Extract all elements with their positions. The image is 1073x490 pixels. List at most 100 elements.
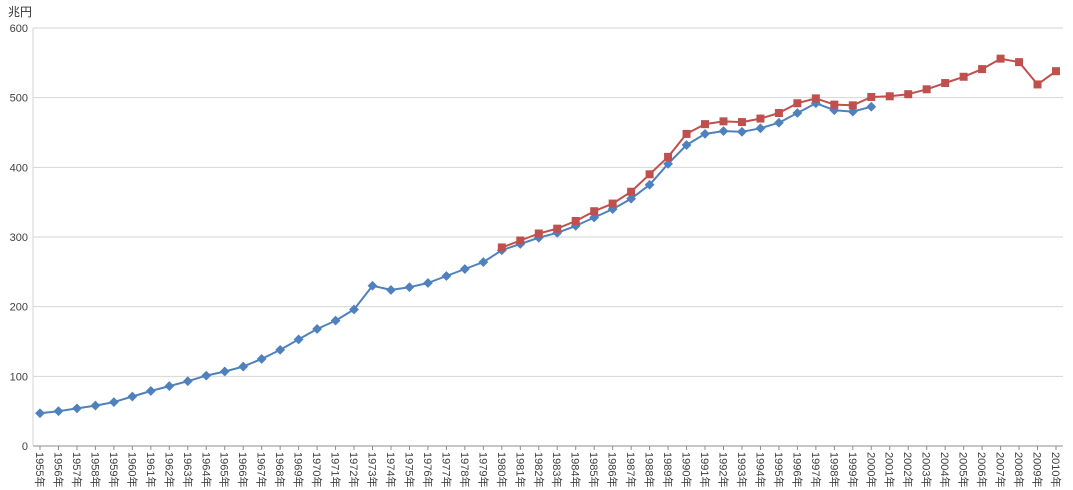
x-tick-label: 1998年: [827, 452, 841, 487]
x-tick-label: 1955年: [33, 452, 47, 487]
red-square-series-marker: [830, 100, 839, 109]
x-tick-label: 1962年: [162, 452, 176, 487]
red-square-series-marker: [885, 92, 894, 101]
x-tick-label: 1960年: [125, 452, 139, 487]
blue-diamond-series-marker: [201, 370, 212, 381]
blue-diamond-series-marker: [330, 315, 341, 326]
x-tick-label: 1976年: [421, 452, 435, 487]
x-tick-label: 1958年: [88, 452, 102, 487]
x-tick-label: 1959年: [107, 452, 121, 487]
x-tick-label: 1975年: [402, 452, 416, 487]
x-tick-label: 1982年: [532, 452, 546, 487]
red-square-series-marker: [1033, 80, 1042, 89]
x-tick-label: 1956年: [51, 452, 65, 487]
red-square-series-marker: [793, 99, 802, 108]
red-square-series-marker: [497, 243, 506, 252]
red-square-series-marker: [1052, 67, 1060, 76]
blue-diamond-series-marker: [774, 117, 784, 128]
x-tick-label: 1967年: [255, 452, 269, 487]
x-tick-label: 1984年: [569, 452, 583, 487]
red-square-series-marker: [627, 187, 636, 196]
x-tick-label: 1996年: [790, 452, 804, 487]
x-tick-label: 1963年: [181, 452, 195, 487]
y-tick-label: 300: [10, 232, 28, 244]
blue-diamond-series-marker: [644, 179, 655, 190]
red-square-series-marker: [719, 117, 728, 126]
x-tick-label: 2008年: [1012, 452, 1026, 487]
blue-diamond-series-marker: [238, 361, 249, 372]
x-tick-label: 1993年: [735, 452, 749, 487]
red-square-series-marker: [534, 229, 543, 238]
blue-diamond-series-marker: [478, 257, 489, 267]
blue-diamond-series-marker: [404, 282, 415, 293]
red-square-series-marker: [645, 170, 654, 179]
red-square-series-marker: [756, 114, 765, 123]
blue-diamond-series-line: [39, 102, 872, 415]
blue-diamond-series-marker: [423, 278, 433, 288]
x-tick-label: 1997年: [809, 452, 823, 487]
red-square-series-marker: [1015, 58, 1024, 67]
red-square-series-marker: [904, 90, 913, 99]
blue-diamond-series-marker: [755, 123, 766, 134]
red-square-series-marker: [553, 224, 562, 233]
blue-diamond-series-marker: [275, 344, 286, 355]
x-tick-label: 1995年: [772, 452, 786, 487]
blue-diamond-series-marker: [459, 264, 470, 274]
x-tick-label: 1964年: [199, 452, 213, 487]
x-tick-label: 1992年: [716, 452, 730, 487]
blue-diamond-series-marker: [35, 408, 45, 419]
y-tick-label: 200: [10, 302, 28, 314]
x-tick-label: 2006年: [975, 452, 989, 487]
x-tick-label: 1987年: [624, 452, 638, 487]
red-square-series-marker: [737, 118, 746, 127]
x-tick-label: 1977年: [439, 452, 453, 487]
red-square-series-line: [501, 57, 1057, 249]
blue-diamond-series-marker: [847, 106, 858, 117]
blue-diamond-series-marker: [293, 334, 304, 345]
x-tick-label: 2009年: [1031, 452, 1045, 487]
x-tick-label: 1968年: [273, 452, 287, 487]
x-tick-label: 1990年: [680, 452, 694, 487]
blue-diamond-series-marker: [386, 285, 396, 295]
red-square-series-marker: [941, 79, 950, 88]
blue-diamond-series-marker: [127, 391, 138, 402]
red-square-series-marker: [516, 236, 525, 245]
red-square-series-marker: [664, 152, 673, 161]
blue-diamond-series-marker: [108, 397, 119, 408]
x-tick-label: 1986年: [606, 452, 620, 487]
blue-diamond-series-marker: [164, 381, 175, 391]
blue-diamond-series-marker: [589, 212, 600, 223]
y-axis-unit-label: 兆円: [8, 5, 33, 19]
red-square-series-marker: [571, 216, 580, 225]
x-tick-label: 1971年: [329, 452, 343, 487]
blue-diamond-series-marker: [441, 271, 452, 281]
x-tick-label: 2010年: [1049, 452, 1063, 487]
x-tick-label: 1999年: [846, 452, 860, 487]
red-square-series-marker: [682, 129, 691, 138]
x-tick-label: 1983年: [550, 452, 564, 487]
x-tick-label: 1994年: [753, 452, 767, 487]
red-square-series-marker: [959, 72, 968, 81]
x-tick-label: 1989年: [661, 452, 675, 487]
red-square-series-marker: [701, 120, 710, 129]
red-square-series-marker: [774, 108, 783, 117]
y-tick-label: 400: [10, 162, 28, 174]
x-tick-label: 1981年: [513, 452, 527, 487]
blue-diamond-series-marker: [700, 128, 710, 139]
x-tick-label: 2007年: [994, 452, 1008, 487]
x-tick-label: 2004年: [938, 452, 952, 487]
blue-diamond-series-marker: [737, 126, 747, 137]
x-tick-label: 1966年: [236, 452, 250, 487]
blue-diamond-series-marker: [626, 193, 637, 204]
x-tick-label: 1974年: [384, 452, 398, 487]
blue-diamond-series-marker: [72, 403, 82, 414]
x-tick-label: 1979年: [476, 452, 490, 487]
blue-diamond-series-marker: [718, 126, 729, 137]
red-square-series-marker: [848, 101, 857, 110]
x-tick-label: 1980年: [495, 452, 509, 487]
red-square-series-marker: [811, 94, 820, 103]
blue-diamond-series-marker: [145, 386, 156, 396]
y-tick-label: 500: [10, 93, 28, 105]
red-square-series-marker: [978, 65, 987, 74]
x-tick-label: 2005年: [957, 452, 971, 487]
